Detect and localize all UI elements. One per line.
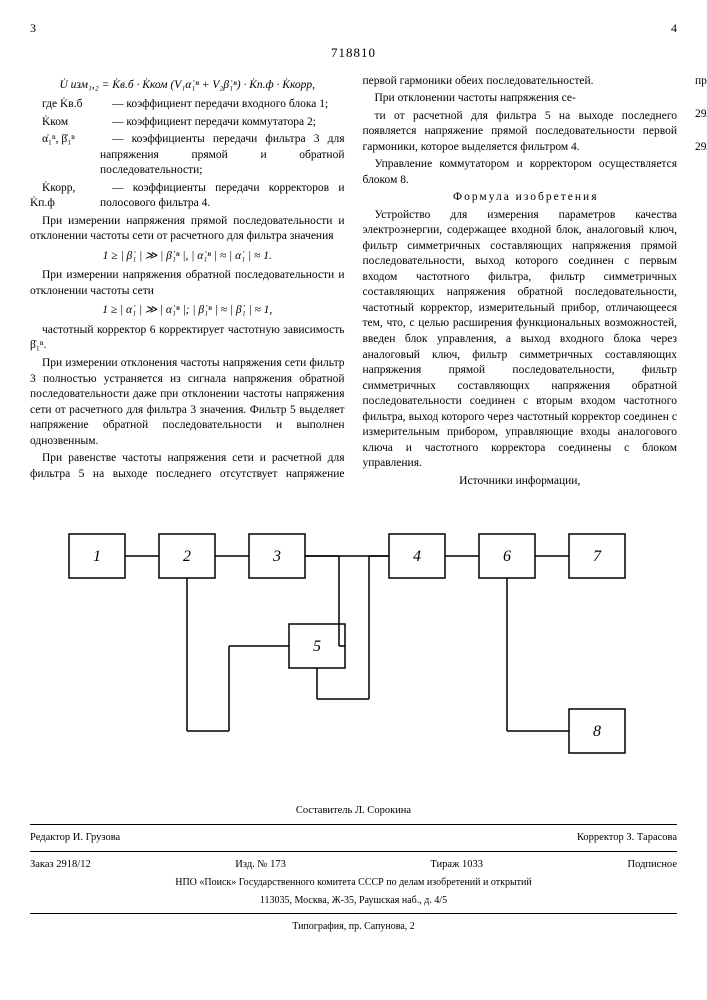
def-text: — коэффициент передачи коммутатора 2; <box>100 115 345 131</box>
def-text: — коэффициент передачи входного блока 1; <box>100 97 345 113</box>
svg-text:7: 7 <box>593 548 602 565</box>
def-row: K̇корр, K̇п.ф— коэффициенты передачи кор… <box>30 181 345 212</box>
para-4: При измерении отклонения частоты напряже… <box>30 356 345 449</box>
block-diagram: 1 2 3 4 6 7 5 8 <box>59 514 649 774</box>
def-label: где K̇в.б <box>30 97 100 113</box>
para-2: При измерении напряжения обратной послед… <box>30 268 345 299</box>
org: НПО «Поиск» Государственного комитета СС… <box>30 876 677 890</box>
sources-title: Источники информации, <box>363 474 678 490</box>
sources-sub: принятые во внимание при экспертизе <box>695 74 707 90</box>
divider <box>30 913 677 914</box>
def-text: — коэффициенты передачи фильтра 3 для на… <box>100 132 345 179</box>
col2-para-1: ти от расчетной для фильтра 5 на выходе … <box>363 109 678 156</box>
source-2: 2. Авторское свидетельство СССР № 517860… <box>695 124 707 155</box>
typo: Типография, пр. Сапунова, 2 <box>30 920 677 934</box>
order: Заказ 2918/12 <box>30 858 91 872</box>
para-1: При измерении напряжения прямой последов… <box>30 214 345 245</box>
para-6: При отклонении частоты напряжения се- <box>363 91 678 107</box>
formula-2: 1 ≥ | α̇₁ | ≫ | α̇₁ⁿ |; | β̇₁ⁿ | ≈ | β̇₁… <box>30 303 345 319</box>
formula-1: 1 ≥ | β̇₁ | ≫ | β̇₁ⁿ |, | α̇₁ⁿ | ≈ | α̇₁… <box>30 249 345 265</box>
def-label: K̇ком <box>30 115 100 131</box>
page-num-left: 3 <box>30 20 36 36</box>
editor: Редактор И. Грузова <box>30 831 120 845</box>
podpis: Подписное <box>628 858 677 872</box>
svg-text:4: 4 <box>413 548 421 565</box>
claims-title: Формула изобретения <box>363 190 678 206</box>
svg-text:5: 5 <box>313 638 321 655</box>
svg-text:3: 3 <box>272 548 281 565</box>
para-3: частотный корректор 6 корректирует часто… <box>30 323 345 354</box>
def-row: где K̇в.б— коэффициент передачи входного… <box>30 97 345 113</box>
source-1: 1. Авторское свидетельство СССР № 208826… <box>695 91 707 122</box>
svg-text:1: 1 <box>93 548 101 565</box>
patent-number: 718810 <box>30 44 677 62</box>
compiler: Составитель Л. Сорокина <box>30 804 677 818</box>
page-num-right: 4 <box>671 20 677 36</box>
svg-text:2: 2 <box>183 548 191 565</box>
text-columns: U̇ изм₁,₂ = K̇в.б · K̇ком (V₁α̇₁ⁿ + V₂β̇… <box>30 74 677 494</box>
divider <box>30 851 677 852</box>
claims-text: Устройство для измерения параметров каче… <box>363 208 678 472</box>
def-text: — коэффициенты передачи корректоров и по… <box>100 181 345 212</box>
col2-para-2: Управление коммутатором и корректором ос… <box>363 157 678 188</box>
divider <box>30 824 677 825</box>
svg-text:6: 6 <box>503 548 511 565</box>
tirazh: Тираж 1033 <box>430 858 483 872</box>
def-row: K̇ком— коэффициент передачи коммутатора … <box>30 115 345 131</box>
def-label: K̇корр, K̇п.ф <box>30 181 100 212</box>
main-formula: U̇ изм₁,₂ = K̇в.б · K̇ком (V₁α̇₁ⁿ + V₂β̇… <box>30 78 345 94</box>
izd: Изд. № 173 <box>235 858 286 872</box>
def-label: α̇₁ⁿ, β̇₁ⁿ <box>30 132 100 179</box>
corrector: Корректор З. Тарасова <box>577 831 677 845</box>
svg-text:8: 8 <box>593 723 601 740</box>
addr: 113035, Москва, Ж-35, Раушская наб., д. … <box>30 894 677 908</box>
def-row: α̇₁ⁿ, β̇₁ⁿ— коэффициенты передачи фильтр… <box>30 132 345 179</box>
